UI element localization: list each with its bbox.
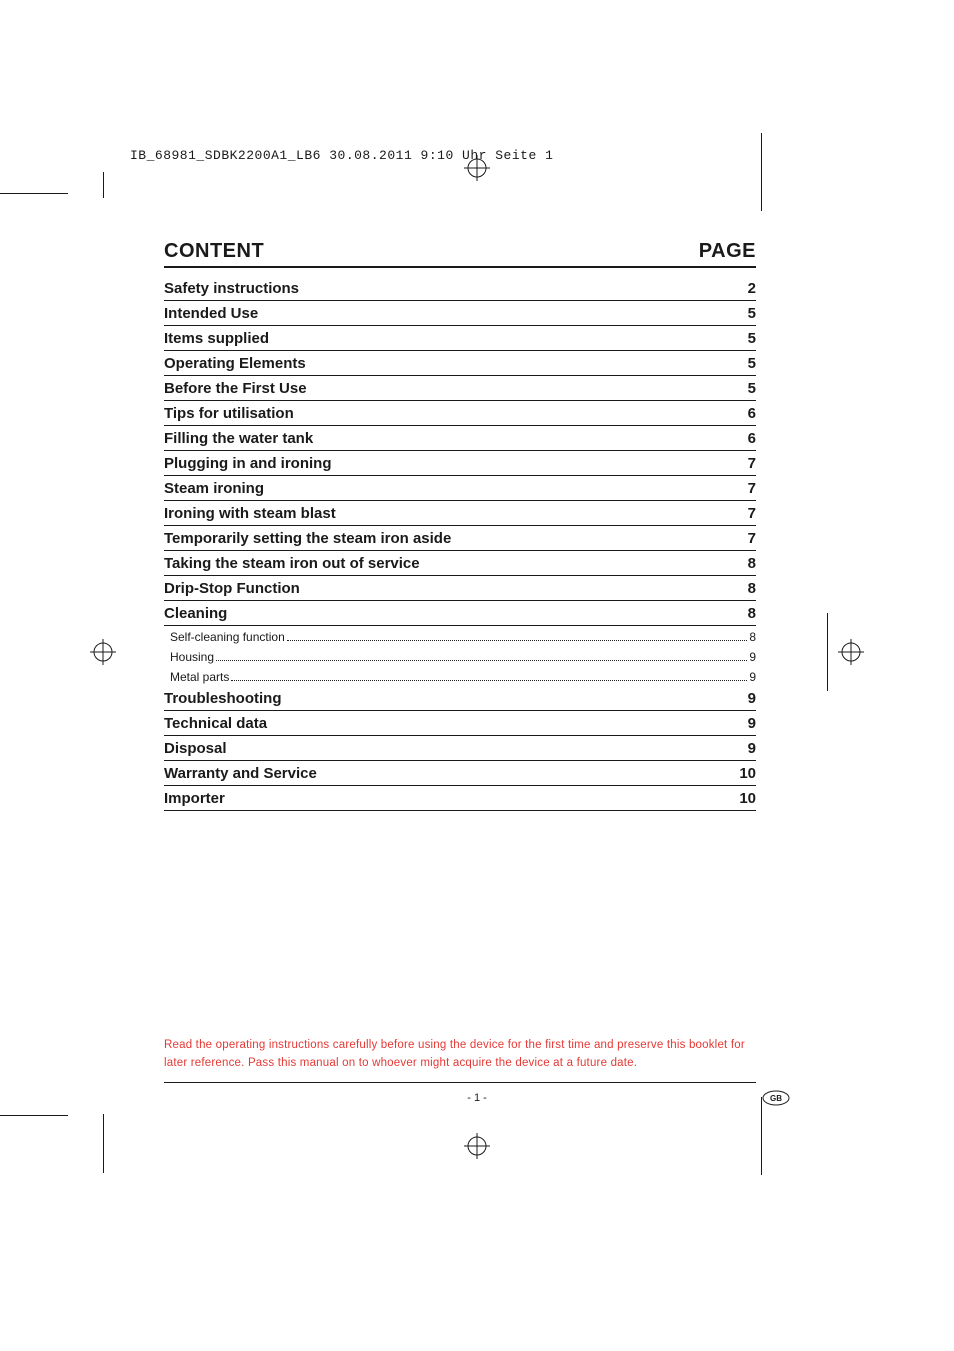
footer-rule (164, 1082, 756, 1083)
toc-sub-page: 9 (749, 650, 756, 664)
toc-sub-row: Housing 9 (164, 646, 756, 666)
language-badge: GB (762, 1090, 790, 1106)
toc-row-page: 7 (748, 455, 756, 472)
toc-sub-page: 9 (749, 670, 756, 684)
toc-row: Steam ironing 7 (164, 476, 756, 501)
toc-row-label: Safety instructions (164, 280, 299, 297)
toc-row: Plugging in and ironing 7 (164, 451, 756, 476)
crop-tick-bl-v (103, 1114, 104, 1173)
toc-row-label: Filling the water tank (164, 430, 313, 447)
toc-row: Technical data 9 (164, 711, 756, 736)
language-badge-text: GB (770, 1094, 782, 1103)
toc-row: Items supplied 5 (164, 326, 756, 351)
toc-row-label: Drip-Stop Function (164, 580, 300, 597)
toc-sub-page: 8 (749, 630, 756, 644)
toc-container: CONTENT PAGE Safety instructions 2 Intende… (164, 240, 756, 811)
registration-mark-right (838, 639, 864, 665)
toc-row: Tips for utilisation 6 (164, 401, 756, 426)
toc-row-page: 9 (748, 715, 756, 732)
toc-sub-label: Self-cleaning function (170, 630, 285, 644)
toc-row-page: 7 (748, 530, 756, 547)
toc-row: Before the First Use 5 (164, 376, 756, 401)
toc-row-label: Cleaning (164, 605, 227, 622)
toc-leader-dots (216, 649, 747, 661)
crop-tick-mr-v (827, 613, 828, 691)
toc-sub-row: Metal parts 9 (164, 666, 756, 686)
toc-leader-dots (287, 629, 748, 641)
toc-row: Importer 10 (164, 786, 756, 811)
toc-row-label: Temporarily setting the steam iron aside (164, 530, 451, 547)
toc-sub-row: Self-cleaning function 8 (164, 626, 756, 646)
toc-row-page: 8 (748, 580, 756, 597)
toc-row: Temporarily setting the steam iron aside… (164, 526, 756, 551)
crop-tick-bl-h (0, 1115, 68, 1116)
toc-row: Taking the steam iron out of service 8 (164, 551, 756, 576)
toc-sub-label: Metal parts (170, 670, 229, 684)
toc-title-row: CONTENT PAGE (164, 240, 756, 268)
crop-tick-tl-h (0, 193, 68, 194)
toc-title-content: CONTENT (164, 240, 264, 263)
toc-row-label: Disposal (164, 740, 227, 757)
toc-row-page: 5 (748, 330, 756, 347)
toc-row-label: Items supplied (164, 330, 269, 347)
toc-row: Troubleshooting 9 (164, 686, 756, 711)
toc-row-page: 2 (748, 280, 756, 297)
toc-row-label: Tips for utilisation (164, 405, 294, 422)
toc-row: Filling the water tank 6 (164, 426, 756, 451)
toc-row-label: Operating Elements (164, 355, 306, 372)
toc-row-label: Warranty and Service (164, 765, 317, 782)
toc-row-page: 6 (748, 430, 756, 447)
registration-mark-left (90, 639, 116, 665)
toc-title-page: PAGE (699, 240, 756, 263)
toc-row-label: Before the First Use (164, 380, 307, 397)
toc-row: Ironing with steam blast 7 (164, 501, 756, 526)
toc-row-page: 8 (748, 555, 756, 572)
toc-row-label: Technical data (164, 715, 267, 732)
toc-row-page: 10 (739, 790, 756, 807)
registration-mark-bottom (464, 1133, 490, 1164)
toc-row-page: 5 (748, 305, 756, 322)
toc-row-label: Plugging in and ironing (164, 455, 331, 472)
toc-row-label: Troubleshooting (164, 690, 282, 707)
toc-row: Disposal 9 (164, 736, 756, 761)
safety-note: Read the operating instructions carefull… (164, 1037, 756, 1073)
toc-row-label: Steam ironing (164, 480, 264, 497)
toc-row-page: 7 (748, 505, 756, 522)
toc-row: Intended Use 5 (164, 301, 756, 326)
toc-row-page: 6 (748, 405, 756, 422)
toc-row-page: 9 (748, 740, 756, 757)
registration-mark-top (464, 155, 490, 186)
toc-row: Warranty and Service 10 (164, 761, 756, 786)
toc-row-label: Intended Use (164, 305, 258, 322)
toc-row-label: Importer (164, 790, 225, 807)
toc-row-label: Taking the steam iron out of service (164, 555, 420, 572)
toc-row-page: 5 (748, 380, 756, 397)
toc-row-page: 9 (748, 690, 756, 707)
page-number: - 1 - (130, 1092, 824, 1104)
crop-tick-tl-v (103, 172, 104, 198)
toc-row: Cleaning 8 (164, 601, 756, 626)
toc-row: Operating Elements 5 (164, 351, 756, 376)
toc-row: Safety instructions 2 (164, 276, 756, 301)
toc-row-page: 7 (748, 480, 756, 497)
toc-row-page: 8 (748, 605, 756, 622)
toc-leader-dots (231, 669, 747, 681)
page-frame: IB_68981_SDBK2200A1_LB6 30.08.2011 9:10 … (130, 0, 824, 1351)
toc-row-label: Ironing with steam blast (164, 505, 336, 522)
toc-row: Drip-Stop Function 8 (164, 576, 756, 601)
toc-row-page: 10 (739, 765, 756, 782)
toc-row-page: 5 (748, 355, 756, 372)
toc-sub-label: Housing (170, 650, 214, 664)
